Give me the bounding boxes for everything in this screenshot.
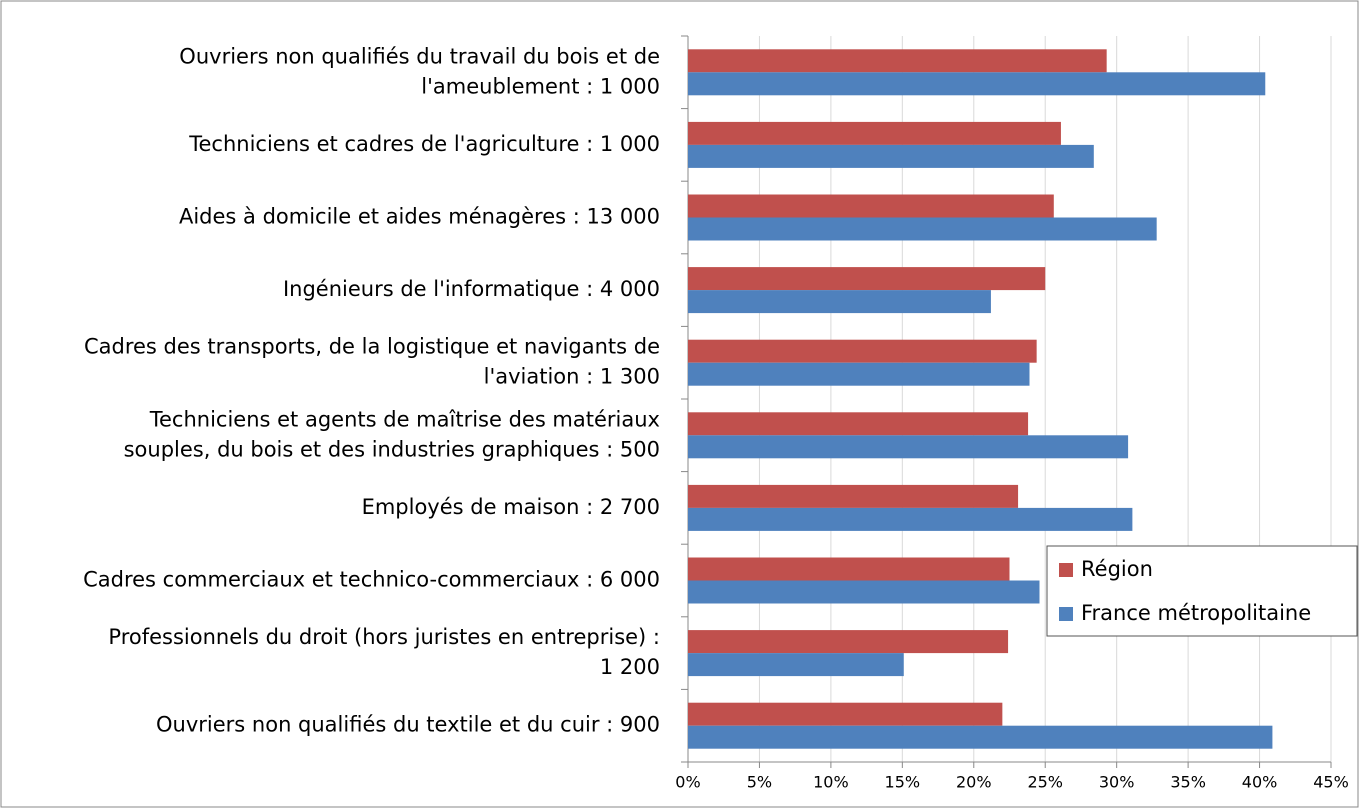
legend-swatch <box>1059 563 1073 577</box>
bar <box>688 144 1094 168</box>
x-tick-label: 40% <box>1242 773 1278 792</box>
legend-label: Région <box>1081 557 1153 581</box>
bar <box>688 217 1157 241</box>
bar <box>688 725 1273 749</box>
y-tick-label: Ouvriers non qualifiés du travail du boi… <box>179 44 660 98</box>
y-tick-label: Cadres commerciaux et technico-commercia… <box>83 568 660 592</box>
bar <box>688 362 1030 386</box>
x-tick-label: 20% <box>956 773 992 792</box>
legend-swatch <box>1059 607 1073 621</box>
bar <box>688 507 1133 531</box>
bar <box>688 72 1266 96</box>
x-tick-label: 5% <box>747 773 772 792</box>
x-tick-label: 10% <box>813 773 849 792</box>
x-tick-label: 45% <box>1313 773 1349 792</box>
x-tick-label: 35% <box>1170 773 1206 792</box>
y-tick-label: Cadres des transports, de la logistique … <box>84 335 660 389</box>
y-tick-label: Techniciens et cadres de l'agriculture :… <box>188 132 660 156</box>
legend-label: France métropolitaine <box>1081 601 1311 625</box>
bar <box>688 412 1029 436</box>
x-tick-label: 30% <box>1099 773 1135 792</box>
x-tick-label: 0% <box>675 773 700 792</box>
y-tick-label: Ouvriers non qualifiés du textile et du … <box>156 713 660 737</box>
bar <box>688 557 1010 581</box>
x-tick-label: 15% <box>885 773 921 792</box>
y-tick-label: Techniciens et agents de maîtrise des ma… <box>124 407 660 461</box>
y-tick-label: Ingénieurs de l'informatique : 4 000 <box>283 277 660 301</box>
bar <box>688 630 1009 654</box>
x-tick-label: 25% <box>1027 773 1063 792</box>
bar <box>688 194 1054 218</box>
bar <box>688 580 1040 604</box>
bar <box>688 702 1003 726</box>
bar <box>688 435 1129 459</box>
bar <box>688 653 904 677</box>
legend-box <box>1046 545 1358 637</box>
bar <box>688 49 1107 73</box>
y-tick-label: Professionnels du droit (hors juristes e… <box>108 625 660 679</box>
bar <box>688 267 1046 291</box>
y-tick-label: Employés de maison : 2 700 <box>362 495 660 519</box>
bar <box>688 339 1037 363</box>
bar <box>688 290 991 314</box>
bar <box>688 484 1019 508</box>
bar <box>688 121 1061 145</box>
y-tick-label: Aides à domicile et aides ménagères : 13… <box>179 205 660 229</box>
